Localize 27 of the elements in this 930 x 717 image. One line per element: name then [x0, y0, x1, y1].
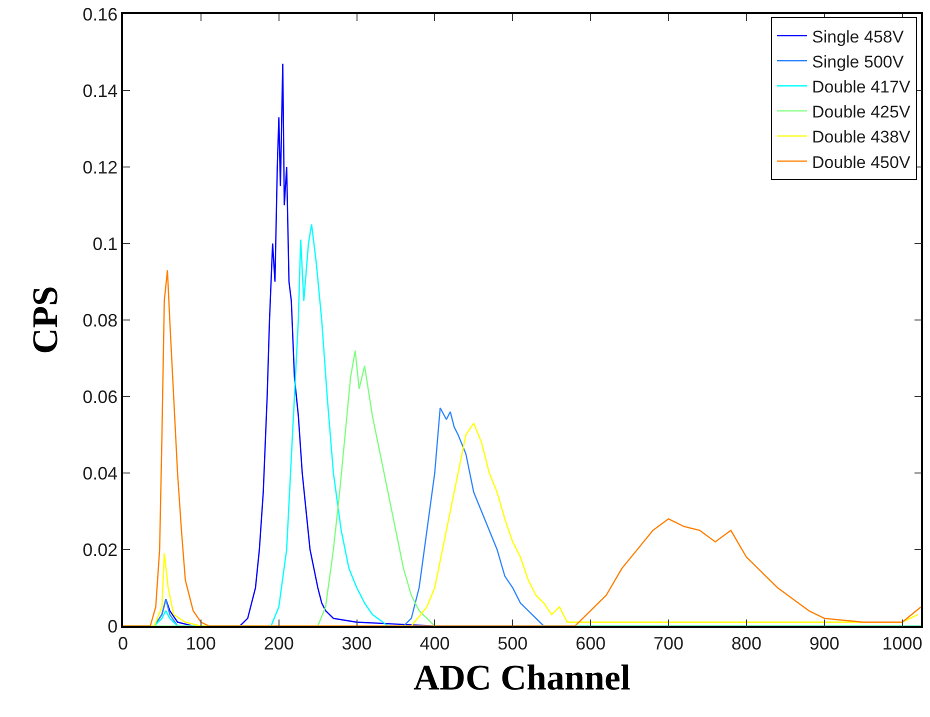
x-tick-label: 100: [186, 633, 216, 654]
y-tick-label: 0.08: [82, 310, 118, 330]
x-tick-label: 900: [809, 633, 840, 654]
x-tick-label: 1000: [882, 633, 922, 654]
y-tick-label: 0.04: [82, 463, 118, 484]
legend-label: Double 417V: [812, 77, 911, 96]
x-tick-label: 700: [653, 633, 684, 654]
x-tick-label: 300: [342, 633, 372, 654]
x-tick-label: 500: [498, 633, 528, 654]
x-tick-label: 400: [420, 633, 450, 654]
x-axis-title: ADC Channel: [413, 658, 631, 698]
y-tick-label: 0.12: [82, 157, 118, 178]
legend-label: Single 500V: [812, 52, 904, 72]
y-tick-label: 0.06: [82, 386, 118, 407]
x-tick-label: 600: [576, 633, 606, 654]
x-tick-label: 200: [264, 633, 294, 654]
y-axis-title: CPS: [25, 286, 66, 354]
x-tick-label: 800: [731, 633, 762, 654]
legend-label: Single 458V: [812, 27, 904, 46]
y-tick-label: 0.1: [92, 234, 118, 254]
y-tick-label: 0.14: [82, 80, 118, 101]
y-tick-label: 0.16: [82, 4, 118, 24]
y-tick-label: 0: [108, 616, 118, 636]
y-tick-label: 0.02: [82, 540, 118, 560]
legend-label: Double 450V: [812, 152, 911, 172]
legend-label: Double 438V: [812, 128, 911, 147]
legend-label: Double 425V: [812, 102, 911, 122]
